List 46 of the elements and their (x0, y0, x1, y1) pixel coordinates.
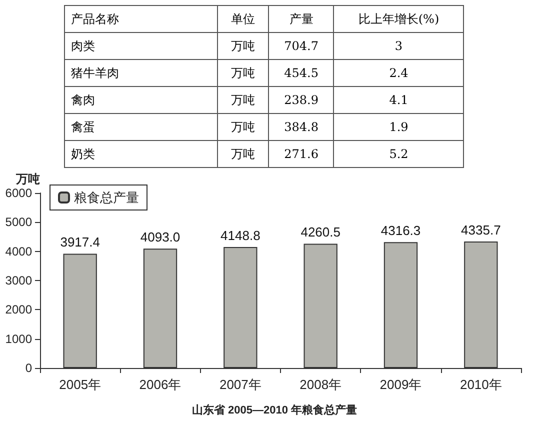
data-label: 4093.0 (140, 230, 180, 245)
y-axis-title: 万吨 (15, 172, 40, 186)
data-label: 4335.7 (461, 222, 501, 238)
text: 万吨 (218, 60, 269, 86)
x-tick-label: 2009年 (380, 377, 422, 392)
text: 4.1 (334, 86, 464, 114)
text: 271.6 (268, 140, 334, 168)
x-tick-label: 2007年 (219, 377, 262, 392)
text: 产品名称 (64, 6, 218, 32)
data-label: 4148.8 (220, 228, 260, 243)
x-tick-label: 2006年 (139, 377, 182, 392)
text: 1.9 (334, 114, 464, 140)
x-tick-label: 2005年 (59, 377, 102, 392)
text: 5.2 (334, 140, 464, 168)
text: 3 (334, 32, 464, 60)
text: 禽肉 (64, 86, 218, 114)
y-tick-label: 2000 (5, 302, 32, 317)
text: 产量 (268, 6, 334, 32)
text: 238.9 (268, 86, 334, 114)
text: 384.8 (268, 114, 334, 140)
text: 2.4 (334, 60, 464, 86)
data-label: 3917.4 (60, 234, 100, 250)
text: 比上年增长(%) (334, 6, 464, 32)
text: 单位 (218, 6, 269, 32)
text: 奶类 (64, 140, 218, 168)
x-tick-label: 2010年 (460, 377, 502, 392)
y-tick-label: 3000 (5, 274, 32, 288)
text: 704.7 (268, 32, 334, 60)
text: 肉类 (64, 32, 218, 60)
data-label: 4316.3 (380, 223, 421, 238)
text: 万吨 (218, 114, 269, 140)
y-tick-label: 6000 (5, 186, 32, 200)
text: 万吨 (218, 140, 269, 168)
text: 禽蛋 (64, 114, 218, 140)
text: 万吨 (218, 86, 269, 114)
text: 万吨 (218, 32, 269, 60)
y-tick-label: 1000 (5, 332, 32, 346)
y-tick-label: 5000 (5, 215, 32, 230)
data-label: 4260.5 (300, 224, 340, 240)
text: 猪牛羊肉 (64, 60, 218, 86)
y-tick-label: 4000 (5, 244, 32, 258)
x-tick-label: 2008年 (300, 377, 342, 392)
legend-label: 粮食总产量 (74, 190, 139, 205)
text: 山东省 2005—2010 年粮食总产量 (192, 404, 358, 416)
y-tick-label: 0 (25, 361, 32, 375)
text: 454.5 (268, 60, 334, 86)
